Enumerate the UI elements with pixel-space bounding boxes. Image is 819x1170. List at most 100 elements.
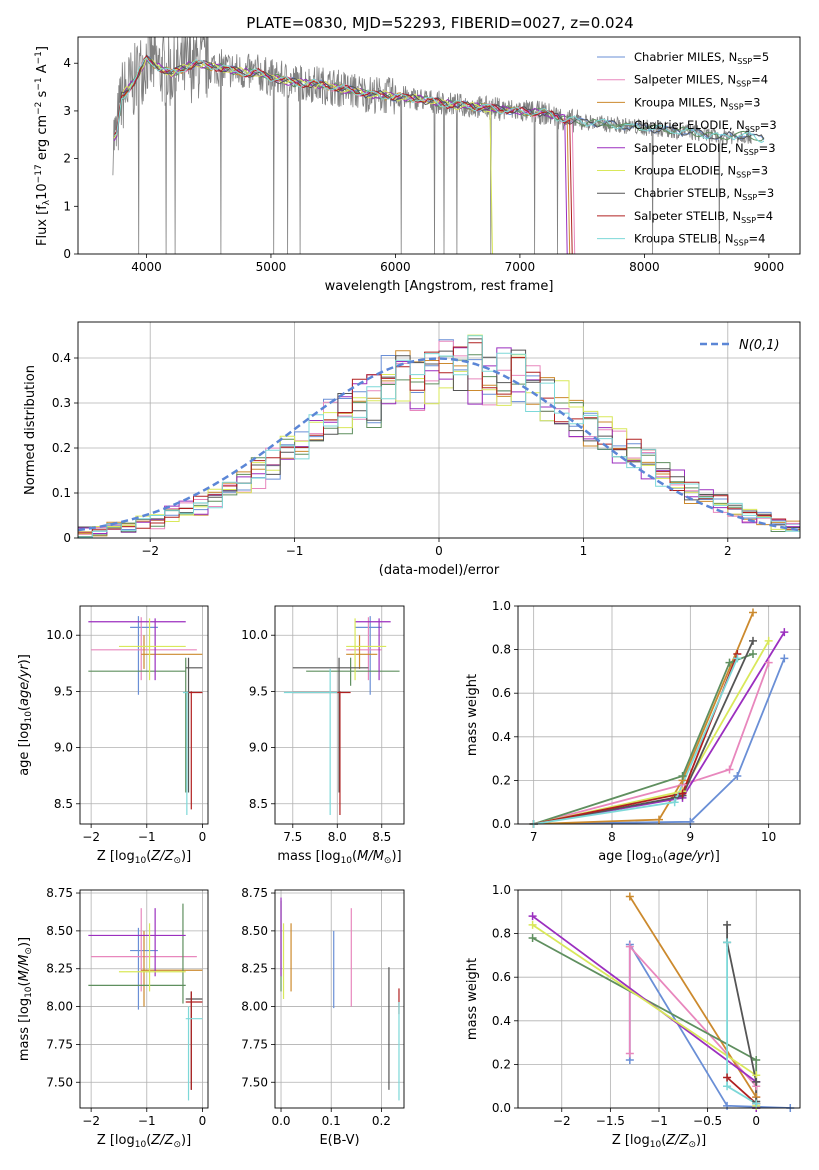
normal-curve (78, 357, 800, 532)
weight-marker (723, 938, 732, 947)
x-axis-label: age [log10(age/yr)] (598, 849, 720, 866)
x-axis-label: E(B-V) (319, 1133, 359, 1148)
weight-line (726, 1076, 757, 1105)
x-tick-label: 7 (530, 830, 538, 844)
y-tick-label: 0.0 (492, 1101, 511, 1115)
x-tick-label: −1 (286, 544, 304, 558)
x-tick-label: 8 (608, 830, 616, 844)
y-tick-label: 3 (63, 104, 71, 118)
axes-frame (79, 889, 209, 1109)
y-tick-label: 2 (63, 152, 71, 166)
panels-group: 4000 5000 6000 7000 8000 900001234wavelength … (17, 36, 801, 1150)
weight-line (628, 944, 758, 1098)
weight-line (533, 662, 770, 824)
legend-label: Chabrier STELIB, NSSP=3 (634, 186, 774, 202)
weight-marker (625, 1049, 634, 1058)
y-tick-label: 0.4 (52, 351, 71, 365)
mass-vs-Z-panel: −2 −1 0 7.50 7.75 8.00 8.25 8.50 8.75 Z [log10(Z/… (17, 886, 209, 1150)
y-tick-label: 8.5 (54, 797, 73, 811)
weight-marker (780, 654, 789, 663)
y-tick-label: 7.50 (241, 1075, 268, 1089)
y-axis-label: mass weight (465, 674, 480, 756)
y-tick-label: 9.0 (249, 741, 268, 755)
weight-line (532, 924, 758, 1106)
weight-marker (655, 815, 663, 824)
y-tick-label: 9.5 (54, 684, 73, 698)
weight-line (533, 653, 754, 824)
legend-label: Chabrier ELODIE, NSSP=3 (634, 118, 777, 134)
weight-vs-Z-plot-area (532, 896, 791, 1108)
x-tick-label: 8.5 (372, 830, 391, 844)
y-tick-label: 1 (63, 199, 71, 213)
legend-label: Kroupa MILES, NSSP=3 (634, 95, 760, 111)
age-vs-Z-plot-area (88, 616, 203, 816)
weight-vs-age-plot-area (533, 612, 786, 824)
histogram-step-line (78, 342, 800, 533)
weight-marker (725, 765, 734, 774)
legend-label: Salpeter MILES, NSSP=4 (634, 73, 768, 89)
axes-frame (517, 889, 801, 1109)
y-tick-label: 7.75 (46, 1037, 73, 1051)
x-axis-label: (data-model)/error (379, 563, 500, 578)
weight-line (532, 915, 758, 1108)
weight-marker (686, 817, 695, 826)
x-tick-label: 9000 (754, 260, 785, 274)
weight-marker (528, 912, 537, 921)
histogram-step-line (78, 347, 800, 534)
weight-marker (723, 1082, 732, 1091)
y-tick-label: 7.50 (46, 1075, 73, 1089)
x-tick-label: −0.5 (693, 1114, 722, 1128)
age-vs-Z-panel: −2 −1 0 8.5 9.0 9.5 10.0 Z [log10(Z/Z⊙)] age [lo… (17, 605, 209, 866)
legend-label: N(0,1) (739, 338, 780, 353)
weight-line (533, 631, 786, 824)
y-tick-label: 0.1 (52, 486, 71, 500)
y-tick-label: 0.4 (492, 730, 511, 744)
weight-marker (780, 628, 789, 637)
x-tick-label: 8000 (629, 260, 660, 274)
y-tick-label: 0.8 (492, 927, 511, 941)
weight-marker (723, 920, 732, 929)
axes-frame (79, 605, 209, 825)
y-tick-label: 8.75 (46, 886, 73, 900)
y-tick-label: 0 (63, 247, 71, 261)
y-tick-label: 7.75 (241, 1037, 268, 1051)
y-tick-label: 4 (63, 56, 71, 70)
age-vs-mass-plot-area (283, 616, 400, 816)
y-tick-label: 9.5 (249, 684, 268, 698)
x-tick-label: −1 (650, 1114, 668, 1128)
mass-vs-EBV-panel: 0.0 0.1 0.2 7.50 7.75 8.00 8.25 8.50 8.75 E(B-V) (241, 886, 405, 1148)
weight-marker (625, 942, 634, 951)
legend-label: Kroupa ELODIE, NSSP=3 (634, 164, 768, 180)
y-tick-label: 8.00 (46, 1000, 73, 1014)
y-tick-label: 1.0 (492, 883, 511, 897)
legend-label: Chabrier MILES, NSSP=5 (634, 50, 769, 66)
axes-frame (77, 321, 801, 539)
weight-vs-age-panel: 7 8 9 10 0.0 0.2 0.4 0.6 0.8 1.0 mass weight age [l… (465, 599, 801, 866)
weight-marker (528, 920, 537, 929)
weight-marker (670, 798, 679, 807)
x-tick-label: −2 (82, 1114, 100, 1128)
axes-frame (274, 605, 405, 825)
spectrum-model-line (113, 59, 570, 254)
weight-marker (723, 1101, 732, 1110)
x-tick-label: 5000 (256, 260, 287, 274)
weight-marker (733, 772, 742, 781)
residual-histogram-plot-area (78, 334, 800, 538)
legend-label: Salpeter ELODIE, NSSP=3 (634, 141, 776, 157)
weight-vs-Z-panel: −2 −1.5 −1 −0.5 0 0.0 0.2 0.4 0.6 0.8 1.0 mass weig… (465, 883, 801, 1150)
y-tick-label: 0.6 (492, 686, 511, 700)
spectrum-model-line (113, 54, 765, 140)
weight-line (726, 924, 758, 1102)
weight-marker (749, 649, 757, 658)
weight-marker (678, 789, 687, 798)
weight-line (533, 653, 739, 824)
y-tick-label: 0.3 (52, 396, 71, 410)
x-tick-label: 9 (687, 830, 695, 844)
weight-marker (764, 658, 773, 667)
y-axis-label: Normed distribution (23, 365, 38, 495)
x-tick-label: 0 (199, 830, 207, 844)
x-axis-label: Z [log10(Z/Z⊙)] (97, 1133, 191, 1150)
y-tick-label: 8.25 (241, 962, 268, 976)
y-tick-label: 8.00 (241, 1000, 268, 1014)
spectrum-model-line (113, 55, 573, 254)
